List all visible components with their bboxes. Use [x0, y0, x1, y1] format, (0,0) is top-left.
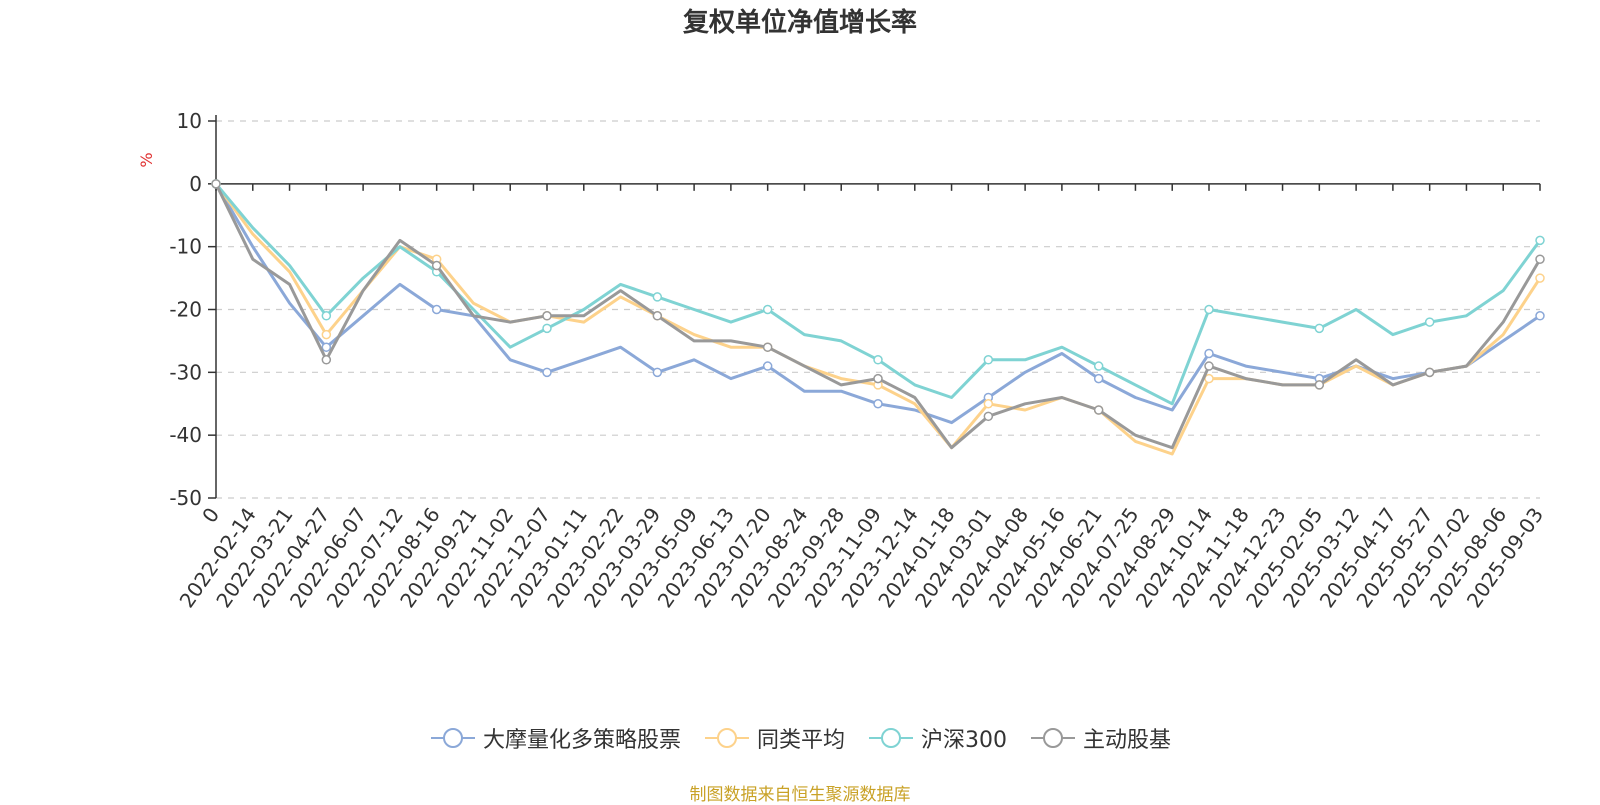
- legend-item-fund[interactable]: 大摩量化多策略股票: [429, 722, 681, 754]
- data-point[interactable]: [1204, 348, 1214, 359]
- legend-item-peer-average[interactable]: 同类平均: [703, 722, 845, 754]
- y-tick-label: -50: [169, 486, 202, 510]
- data-point[interactable]: [542, 323, 552, 334]
- data-point[interactable]: [652, 292, 663, 302]
- data-point[interactable]: [1093, 373, 1104, 384]
- data-point[interactable]: [1424, 317, 1435, 327]
- data-point[interactable]: [321, 342, 332, 352]
- axis-layer: 100-10-20-30-40-5002022-02-142022-03-212…: [169, 109, 1548, 612]
- legend-item-active-equity[interactable]: 主动股基: [1029, 722, 1171, 754]
- y-tick-label: 10: [177, 109, 202, 133]
- grid-layer: [216, 120, 1540, 499]
- data-point[interactable]: [652, 311, 663, 321]
- legend-label: 主动股基: [1083, 728, 1172, 753]
- legend-line-circle-icon: [869, 728, 913, 748]
- data-point[interactable]: [762, 304, 773, 315]
- data-point[interactable]: [542, 367, 552, 378]
- data-point[interactable]: [321, 329, 332, 340]
- data-point[interactable]: [542, 311, 552, 321]
- data-point[interactable]: [1424, 367, 1435, 378]
- series-2: [211, 179, 1545, 406]
- data-point[interactable]: [431, 260, 442, 271]
- data-point[interactable]: [873, 399, 883, 409]
- data-point[interactable]: [1535, 254, 1545, 264]
- data-point[interactable]: [321, 355, 332, 365]
- data-point[interactable]: [762, 342, 773, 352]
- legend-label: 大摩量化多策略股票: [482, 728, 681, 753]
- data-point[interactable]: [211, 179, 221, 189]
- data-point[interactable]: [1314, 380, 1325, 390]
- data-point[interactable]: [983, 411, 994, 422]
- y-tick-label: -30: [169, 360, 202, 384]
- series-3: [211, 179, 1545, 450]
- legend-line-circle-icon: [1031, 728, 1075, 748]
- data-point[interactable]: [652, 367, 663, 378]
- y-tick-label: -10: [169, 235, 202, 259]
- data-point[interactable]: [1314, 323, 1325, 334]
- data-point[interactable]: [1535, 273, 1545, 283]
- legend-line-circle-icon: [430, 728, 475, 748]
- series-line: [214, 182, 1542, 456]
- data-point[interactable]: [1204, 361, 1214, 371]
- y-axis-label: %: [137, 152, 156, 167]
- legend-line-circle-icon: [704, 728, 749, 748]
- chart-title: 复权单位净值增长率: [682, 8, 917, 38]
- data-point[interactable]: [762, 361, 773, 371]
- legend-item-csi300[interactable]: 沪深300: [867, 722, 1007, 754]
- y-tick-label: -20: [169, 298, 202, 322]
- y-tick-label: -40: [169, 423, 202, 447]
- series-layer: [211, 179, 1545, 456]
- data-point[interactable]: [983, 399, 994, 409]
- data-point[interactable]: [873, 373, 883, 384]
- data-point[interactable]: [1535, 235, 1545, 246]
- legend: 大摩量化多策略股票 同类平均 沪深300 主动股基: [0, 722, 1600, 754]
- legend-label: 同类平均: [756, 728, 845, 753]
- legend-label: 沪深300: [921, 728, 1007, 753]
- data-point[interactable]: [431, 304, 442, 315]
- data-point[interactable]: [1093, 405, 1104, 415]
- data-point[interactable]: [321, 311, 332, 321]
- data-point[interactable]: [873, 355, 883, 365]
- data-point[interactable]: [1093, 361, 1104, 371]
- y-tick-label: 0: [189, 172, 202, 196]
- data-point[interactable]: [983, 355, 994, 365]
- data-point[interactable]: [1535, 311, 1545, 321]
- data-point[interactable]: [1204, 304, 1214, 315]
- x-tick-label: 0: [197, 503, 224, 527]
- source-note: 制图数据来自恒生聚源数据库: [689, 785, 911, 805]
